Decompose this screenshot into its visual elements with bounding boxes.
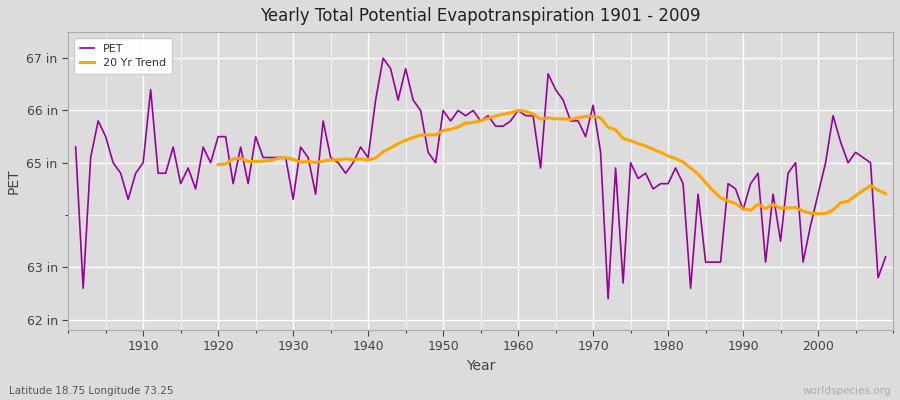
Text: Latitude 18.75 Longitude 73.25: Latitude 18.75 Longitude 73.25 [9, 386, 174, 396]
20 Yr Trend [295, 160, 306, 165]
PET [378, 56, 389, 60]
PET [880, 254, 891, 259]
Title: Yearly Total Potential Evapotranspiration 1901 - 2009: Yearly Total Potential Evapotranspiratio… [260, 7, 701, 25]
20 Yr Trend [340, 156, 351, 161]
Y-axis label: PET: PET [7, 168, 21, 194]
X-axis label: Year: Year [466, 359, 495, 373]
PET [520, 113, 531, 118]
20 Yr Trend [505, 110, 516, 115]
Line: PET: PET [76, 58, 886, 299]
PET [513, 108, 524, 113]
20 Yr Trend [603, 125, 614, 130]
Line: 20 Yr Trend: 20 Yr Trend [218, 110, 886, 214]
Text: worldspecies.org: worldspecies.org [803, 386, 891, 396]
20 Yr Trend [880, 191, 891, 196]
PET [340, 171, 351, 176]
PET [295, 145, 306, 150]
Legend: PET, 20 Yr Trend: PET, 20 Yr Trend [74, 38, 173, 74]
PET [70, 145, 81, 150]
PET [130, 171, 141, 176]
20 Yr Trend [513, 108, 524, 113]
PET [617, 281, 628, 286]
PET [603, 296, 614, 301]
